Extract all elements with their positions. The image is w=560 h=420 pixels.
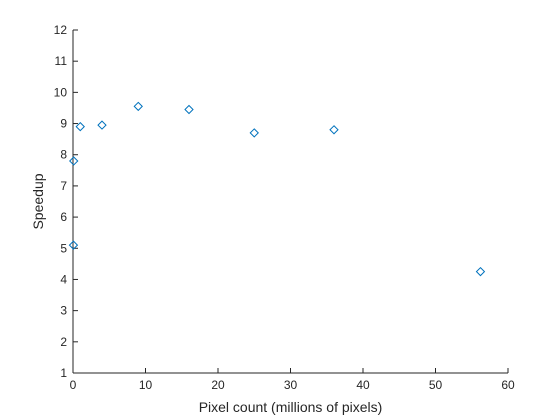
- data-point: [329, 125, 339, 135]
- data-point: [68, 240, 79, 250]
- data-point: [184, 104, 194, 115]
- y-tick-label: 3: [60, 304, 67, 318]
- data-point: [97, 120, 107, 130]
- y-tick-label: 10: [54, 85, 68, 99]
- data-point: [133, 101, 143, 112]
- x-tick-label: 30: [284, 378, 298, 392]
- y-axis-label: Speedup: [30, 173, 46, 229]
- y-tick-label: 8: [60, 148, 67, 162]
- x-tick-label: 40: [356, 378, 370, 392]
- data-point: [249, 128, 259, 138]
- x-tick-label: 50: [429, 378, 443, 392]
- y-tick-label: 6: [60, 210, 67, 224]
- y-tick-label: 4: [60, 272, 67, 286]
- x-axis-label: Pixel count (millions of pixels): [199, 399, 383, 415]
- y-tick-label: 1: [60, 366, 67, 380]
- x-tick-label: 10: [139, 378, 153, 392]
- data-point: [75, 121, 85, 132]
- x-tick-label: 20: [211, 378, 225, 392]
- y-tick-label: 12: [54, 23, 68, 37]
- y-tick-label: 5: [60, 241, 67, 255]
- y-tick-label: 7: [60, 179, 67, 193]
- x-tick-label: 0: [70, 378, 77, 392]
- data-points: [68, 101, 486, 277]
- y-tick-label: 11: [55, 54, 68, 68]
- axes: [72, 30, 508, 374]
- data-point: [475, 266, 486, 277]
- x-tick-label: 60: [501, 378, 515, 392]
- y-tick-label: 2: [60, 335, 67, 349]
- data-point: [69, 156, 79, 166]
- y-tick-label: 9: [60, 117, 67, 131]
